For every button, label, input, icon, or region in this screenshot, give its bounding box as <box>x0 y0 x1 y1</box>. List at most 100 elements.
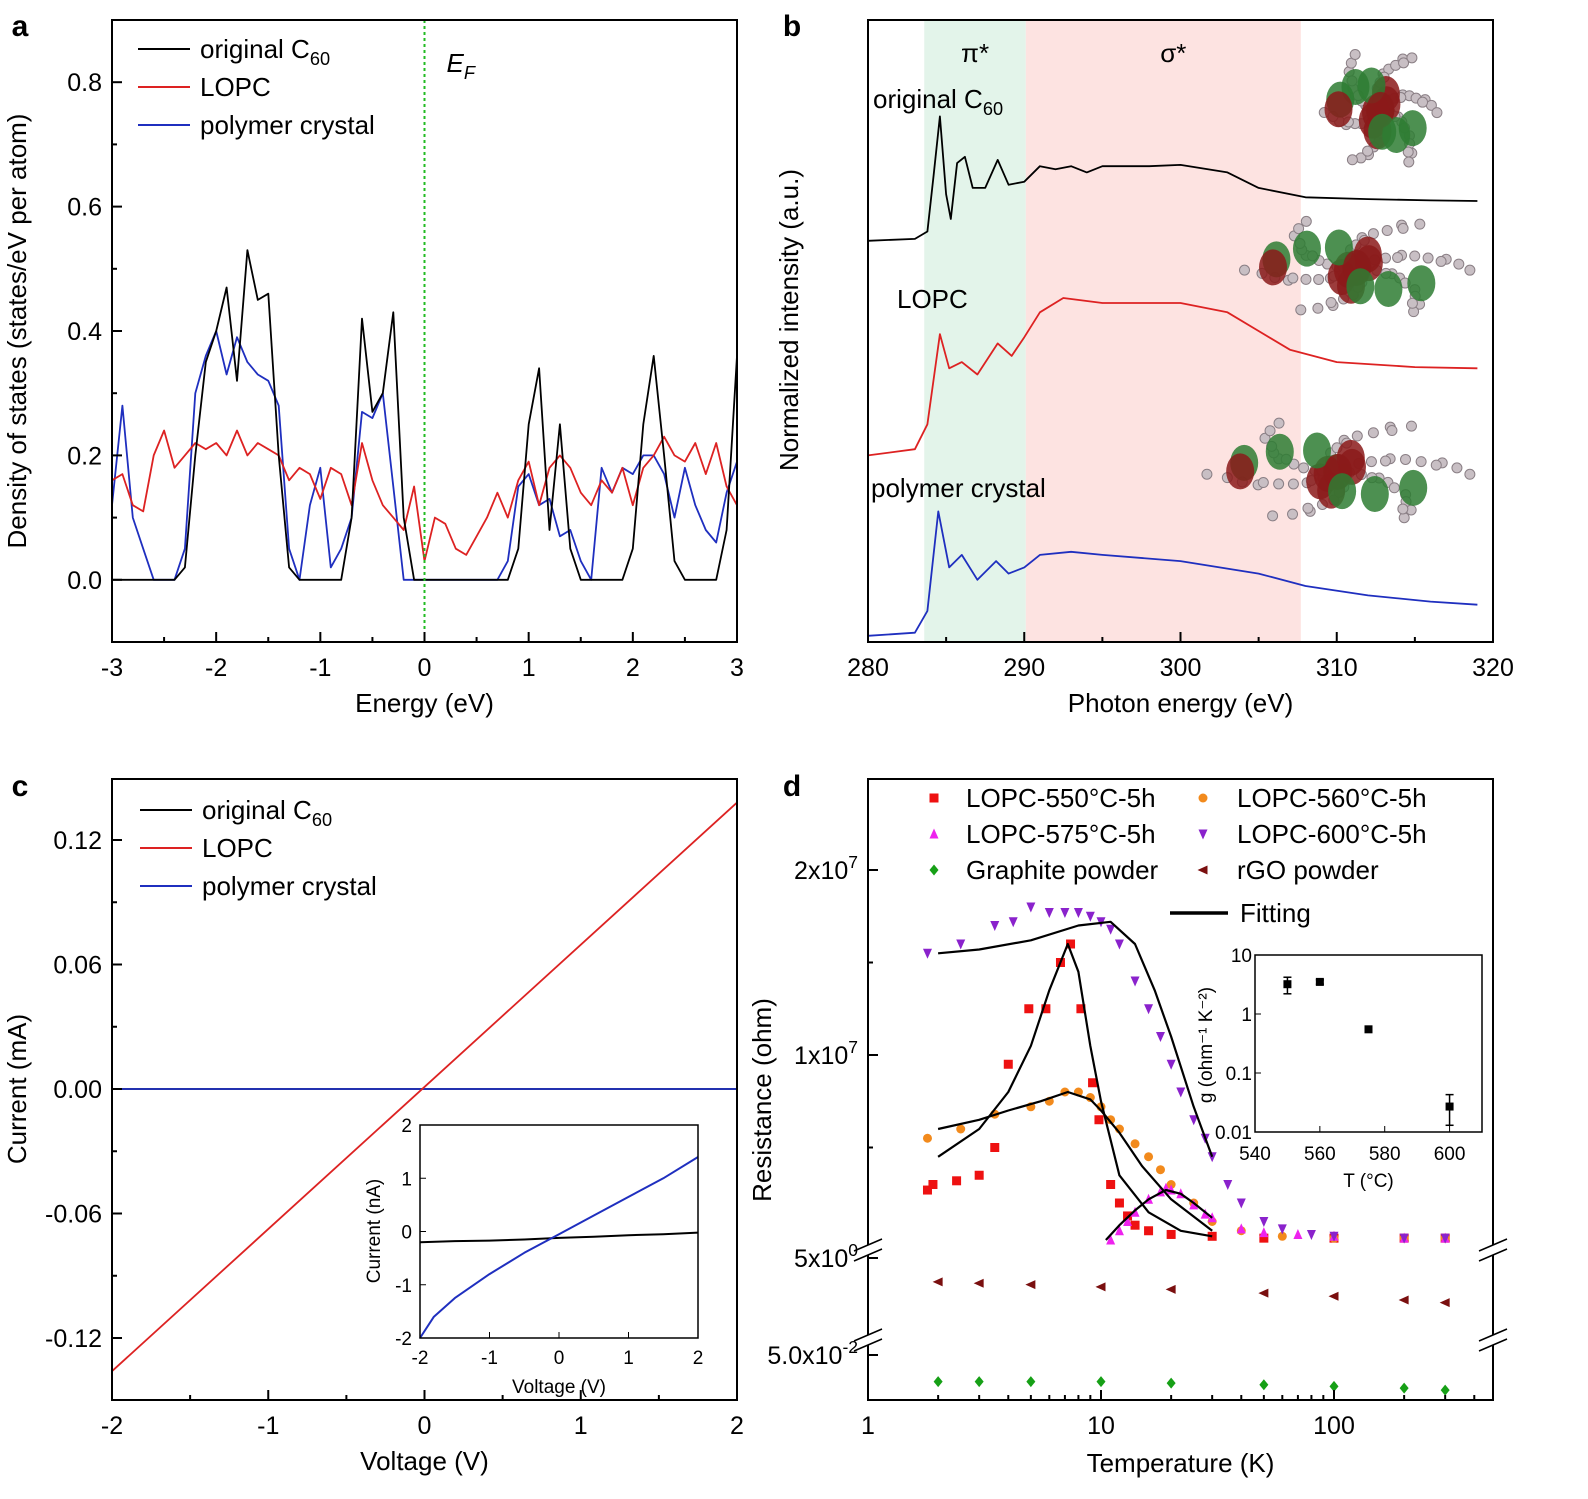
inset-x-tick-label: 580 <box>1369 1144 1401 1165</box>
orbital-lobe <box>1324 91 1353 128</box>
atom <box>1397 222 1409 234</box>
orbital-lobe <box>1360 476 1389 513</box>
plot-d-frame <box>867 778 1494 1401</box>
marker-diamond <box>933 1376 943 1388</box>
x-axis-label: Temperature (K) <box>1087 1448 1275 1478</box>
atom <box>1386 425 1398 437</box>
atom <box>1287 478 1299 490</box>
marker-triangle-down <box>1155 1032 1165 1042</box>
marker-triangle-down <box>1085 911 1095 922</box>
atom <box>1259 432 1271 444</box>
y-tick-label: 2x107 <box>794 852 858 885</box>
marker-square <box>1130 1220 1140 1230</box>
marker-triangle-left <box>1025 1280 1036 1290</box>
axis-break-mark <box>853 1328 883 1342</box>
marker-triangle-up <box>1293 1228 1303 1239</box>
inset-data-point <box>1283 976 1292 995</box>
atom <box>1400 453 1412 465</box>
inset-y-tick-label: 1 <box>1241 1005 1252 1026</box>
marker-circle <box>956 1124 966 1134</box>
atom <box>1302 502 1314 514</box>
atom <box>1397 503 1409 515</box>
marker-triangle-down <box>1189 1115 1199 1126</box>
inset-c-background <box>420 1125 698 1338</box>
orbital-lobe <box>1292 230 1321 267</box>
marker-diamond <box>1399 1382 1409 1394</box>
legend-item-fitting: Fitting <box>1240 898 1311 928</box>
marker-triangle-left <box>1328 1291 1339 1301</box>
atom <box>1435 255 1447 267</box>
marker-diamond <box>1329 1380 1339 1392</box>
atom <box>1403 156 1415 168</box>
marker-circle <box>1198 793 1208 803</box>
panel-label-b: b <box>783 10 801 43</box>
y-tick-label: 0.06 <box>53 952 102 980</box>
x-tick-label: -1 <box>257 1412 279 1440</box>
marker-diamond <box>974 1376 984 1388</box>
inset-x-tick-label: 1 <box>623 1348 634 1369</box>
legend-item: LOPC-575°C-5h <box>966 819 1156 849</box>
marker-triangle-down <box>1399 1233 1409 1244</box>
axis-break-mark <box>853 1338 883 1352</box>
atom <box>1351 430 1363 442</box>
legend-item: Graphite powder <box>966 855 1159 885</box>
atom <box>1406 52 1418 64</box>
legend-item: polymer crystal <box>200 110 375 140</box>
nexafs-line-polymer-crystal <box>867 510 1478 637</box>
x-tick-label: 320 <box>1472 654 1514 682</box>
marker-circle <box>1130 1139 1140 1149</box>
x-tick-label: -3 <box>101 654 123 682</box>
marker-circle <box>1155 1165 1165 1175</box>
marker-circle <box>1144 1152 1154 1162</box>
axis-break-gap <box>1485 1335 1501 1345</box>
marker-triangle-up <box>1236 1223 1246 1234</box>
marker-triangle-left <box>1439 1298 1450 1308</box>
marker-square <box>928 1180 938 1189</box>
marker-diamond <box>1440 1384 1450 1396</box>
inset-data-point <box>1364 1025 1373 1034</box>
marker-triangle-down <box>1060 908 1070 919</box>
legend-item: original C60 <box>200 34 330 69</box>
panel-label-d: d <box>783 770 801 803</box>
marker-circle <box>922 1133 932 1143</box>
marker-square <box>1315 977 1324 986</box>
marker-triangle-left <box>1197 865 1208 875</box>
marker-triangle-down <box>1144 1004 1154 1015</box>
inset-y-tick-label: 0.01 <box>1215 1123 1252 1144</box>
inset-d-frame <box>1254 954 1483 1133</box>
marker-triangle-left <box>1095 1282 1106 1292</box>
marker-square <box>1114 1198 1124 1208</box>
x-axis-label: Energy (eV) <box>355 688 494 718</box>
x-tick-label: 1 <box>522 654 536 682</box>
x-tick-label: 310 <box>1316 654 1358 682</box>
orbital-lobe <box>1265 433 1294 470</box>
axis-break-mark <box>1478 1248 1508 1262</box>
axis-break-gap <box>860 1245 876 1255</box>
fermi-level-label: EF <box>447 48 476 83</box>
marker-square <box>1144 1226 1154 1236</box>
inset-x-axis-label: Voltage (V) <box>512 1377 606 1398</box>
x-tick-label: 100 <box>1313 1412 1355 1440</box>
marker-square <box>952 1176 962 1186</box>
inset-x-axis-label: T (°C) <box>1343 1171 1394 1192</box>
marker-triangle-down <box>990 921 1000 931</box>
atom <box>1417 96 1429 108</box>
series-label: LOPC <box>897 284 968 314</box>
inset-x-tick-label: 600 <box>1434 1144 1466 1165</box>
region-label: π* <box>961 38 989 68</box>
x-tick-label: 0 <box>418 1412 432 1440</box>
marker-triangle-left <box>1398 1295 1409 1305</box>
lopc-orbital-image <box>1239 215 1476 318</box>
x-tick-label: 280 <box>847 654 889 682</box>
atom <box>1349 48 1361 60</box>
marker-square <box>1003 1059 1013 1069</box>
marker-square <box>1364 1025 1373 1034</box>
axis-break-mark <box>1478 1238 1508 1252</box>
marker-triangle-down <box>1277 1224 1287 1235</box>
marker-circle <box>1277 1231 1287 1241</box>
marker-square <box>1088 1078 1098 1088</box>
marker-triangle-left <box>932 1277 943 1287</box>
atom <box>1346 154 1358 166</box>
atom <box>1267 510 1279 522</box>
axis-break-gap <box>860 1335 876 1345</box>
